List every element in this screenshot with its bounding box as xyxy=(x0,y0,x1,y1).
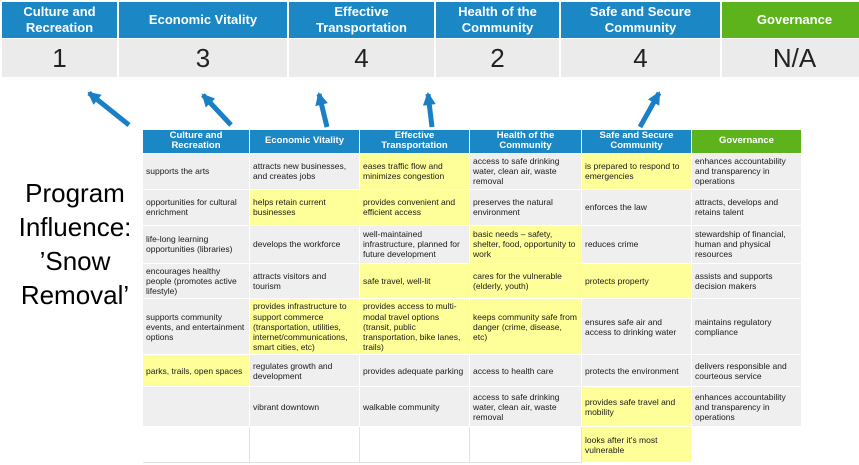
matrix-cell-r2-c1: opportunities for cultural enrichment xyxy=(143,189,250,226)
priority-banner-scores: 1 3 4 2 4 N/A xyxy=(2,39,859,77)
matrix-cell-r2-c2: helps retain current businesses xyxy=(250,189,360,226)
matrix-cell-r3-c1: life-long learning opportunities (librar… xyxy=(143,225,250,264)
matrix-cell-r2-c5: enforces the law xyxy=(582,189,692,226)
matrix-cell-r4-c5: protects property xyxy=(582,263,692,300)
priority-banner-headers: Culture and Recreation Economic Vitality E… xyxy=(2,2,859,38)
banner-score-governance: N/A xyxy=(722,39,859,77)
matrix-cell-r3-c6: stewardship of financial, human and phys… xyxy=(692,225,802,264)
title-line-4: Removal’ xyxy=(20,280,130,310)
matrix-cell-r2-c3: provides convenient and efficient access xyxy=(360,189,470,226)
title-line-3: ’Snow xyxy=(39,246,111,276)
matrix-cell-r8-c5: looks after it's most vulnerable xyxy=(582,427,692,464)
matrix-cell-r5-c6: maintains regulatory compliance xyxy=(692,299,802,356)
matrix-header-economic-vitality: Economic Vitality xyxy=(250,130,360,154)
matrix-header-effective-transportation: Effective Transportation xyxy=(360,130,470,154)
matrix-header-safe-and-secure-community: Safe and Secure Community xyxy=(582,130,692,154)
matrix-cell-r4-c1: encourages healthy people (promotes acti… xyxy=(143,263,250,300)
matrix-cell-r1-c1: supports the arts xyxy=(143,153,250,190)
matrix-cell-r7-c5: provides safe travel and mobility xyxy=(582,387,692,428)
matrix-cell-r6-c4: access to health care xyxy=(470,355,582,388)
banner-score-culture-and-recreation: 1 xyxy=(2,39,117,77)
matrix-cell-r8-c1 xyxy=(143,427,250,464)
matrix-cell-r7-c4: access to safe drinking water, clean air… xyxy=(470,387,582,428)
matrix-cell-r4-c6: assists and supports decision makers xyxy=(692,263,802,300)
banner-header-health-of-the-community: Health of the Community xyxy=(436,2,559,38)
priority-banner: Culture and Recreation Economic Vitality E… xyxy=(2,2,859,77)
banner-header-economic-vitality: Economic Vitality xyxy=(119,2,287,38)
title-line-2: Influence: xyxy=(18,212,132,242)
matrix-cell-r6-c3: provides adequate parking xyxy=(360,355,470,388)
matrix-cell-r3-c3: well-maintained infrastructure, planned … xyxy=(360,225,470,264)
title-line-1: Program xyxy=(25,178,125,208)
banner-score-safe-and-secure-community: 4 xyxy=(561,39,720,77)
banner-score-economic-vitality: 3 xyxy=(119,39,287,77)
influence-arrow-5 xyxy=(637,91,662,129)
matrix-cell-r5-c3: provides access to multi-modal travel op… xyxy=(360,299,470,356)
matrix-cell-r1-c3: eases traffic flow and minimizes congest… xyxy=(360,153,470,190)
matrix-header-health-of-the-community: Health of the Community xyxy=(470,130,582,154)
matrix-cell-r2-c6: attracts, develops and retains talent xyxy=(692,189,802,226)
banner-header-governance: Governance xyxy=(722,2,859,38)
matrix-cell-r5-c4: keeps community safe from danger (crime,… xyxy=(470,299,582,356)
banner-header-safe-and-secure-community: Safe and Secure Community xyxy=(561,2,720,38)
matrix-cell-r5-c2: provides infrastructure to support comme… xyxy=(250,299,360,356)
program-influence-title: Program Influence: ’Snow Removal’ xyxy=(0,176,150,312)
influence-matrix: Culture and Recreation Economic Vitality E… xyxy=(143,130,802,464)
matrix-cell-r5-c5: ensures safe air and access to drinking … xyxy=(582,299,692,356)
matrix-cell-r5-c1: supports community events, and entertain… xyxy=(143,299,250,356)
matrix-cell-r1-c6: enhances accountability and transparency… xyxy=(692,153,802,190)
matrix-header-governance: Governance xyxy=(692,130,802,154)
influence-arrows xyxy=(87,91,662,129)
banner-score-effective-transportation: 4 xyxy=(289,39,434,77)
matrix-cell-r7-c2: vibrant downtown xyxy=(250,387,360,428)
matrix-cell-r6-c5: protects the environment xyxy=(582,355,692,388)
matrix-cell-r4-c4: cares for the vulnerable (elderly, youth… xyxy=(470,263,582,300)
influence-arrow-3 xyxy=(315,92,330,128)
matrix-cell-r8-c4 xyxy=(470,427,582,464)
matrix-cell-r1-c5: is prepared to respond to emergencies xyxy=(582,153,692,190)
matrix-cell-r8-c2 xyxy=(250,427,360,464)
banner-header-effective-transportation: Effective Transportation xyxy=(289,2,434,38)
matrix-cell-r3-c2: develops the workforce xyxy=(250,225,360,264)
matrix-cell-r3-c5: reduces crime xyxy=(582,225,692,264)
matrix-cell-r1-c2: attracts new businesses, and creates job… xyxy=(250,153,360,190)
matrix-cell-r1-c4: access to safe drinking water, clean air… xyxy=(470,153,582,190)
matrix-cell-r3-c4: basic needs – safety, shelter, food, opp… xyxy=(470,225,582,264)
influence-arrow-1 xyxy=(87,91,131,127)
matrix-cell-r2-c4: preserves the natural environment xyxy=(470,189,582,226)
matrix-cell-r4-c3: safe travel, well-lit xyxy=(360,263,470,300)
matrix-cell-r6-c2: regulates growth and development xyxy=(250,355,360,388)
matrix-cell-r6-c6: delivers responsible and courteous servi… xyxy=(692,355,802,388)
matrix-cell-r7-c1 xyxy=(143,387,250,428)
influence-arrow-2 xyxy=(201,93,233,127)
banner-score-health-of-the-community: 2 xyxy=(436,39,559,77)
matrix-header-culture-and-recreation: Culture and Recreation xyxy=(143,130,250,154)
influence-arrow-4 xyxy=(422,92,436,128)
matrix-cell-r8-c6 xyxy=(692,427,802,464)
matrix-cell-r7-c3: walkable community xyxy=(360,387,470,428)
banner-header-culture-and-recreation: Culture and Recreation xyxy=(2,2,117,38)
matrix-cell-r6-c1: parks, trails, open spaces xyxy=(143,355,250,388)
matrix-cell-r4-c2: attracts visitors and tourism xyxy=(250,263,360,300)
matrix-cell-r8-c3 xyxy=(360,427,470,464)
matrix-cell-r7-c6: enhances accountability and transparency… xyxy=(692,387,802,428)
